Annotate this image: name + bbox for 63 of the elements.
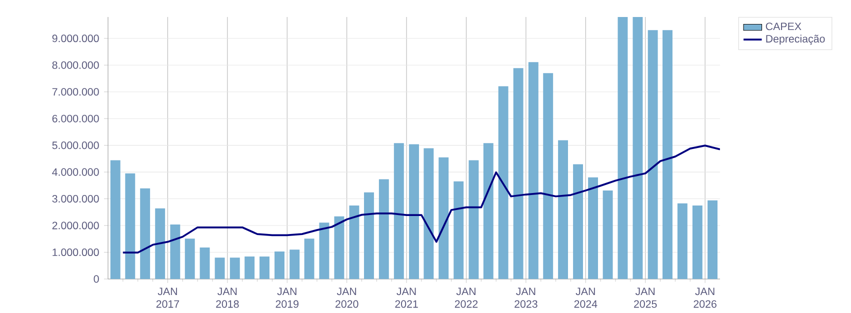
y-tick-label: 5.000.000	[52, 142, 99, 150]
bar	[290, 250, 300, 279]
bar	[602, 190, 613, 279]
x-tick-label: JAN 2022	[454, 288, 478, 308]
bar	[483, 143, 494, 279]
bar	[184, 238, 195, 279]
bar	[662, 30, 672, 279]
y-tick-label: 6.000.000	[52, 114, 99, 122]
bar	[319, 222, 330, 279]
bar	[214, 258, 225, 279]
y-tick-label: 1.000.000	[52, 248, 99, 256]
bar	[588, 177, 598, 279]
bar	[468, 160, 479, 279]
x-tick-label: JAN 2017	[156, 288, 180, 308]
bar	[378, 179, 389, 279]
bar	[498, 86, 508, 279]
x-tick-label: JAN 2025	[634, 288, 657, 308]
legend-label: Depreciação	[766, 34, 825, 45]
bar	[618, 17, 628, 279]
bar	[274, 251, 284, 279]
bar	[110, 160, 120, 279]
x-tick-label: JAN 2026	[694, 288, 716, 308]
x-tick-label: JAN 2021	[395, 288, 418, 308]
bar	[409, 144, 419, 279]
bar	[200, 247, 210, 279]
bar	[170, 224, 180, 279]
bar	[513, 68, 524, 279]
bar	[708, 200, 718, 279]
bar	[424, 148, 434, 279]
bar	[260, 256, 270, 279]
bar	[648, 30, 658, 279]
bar	[438, 157, 449, 279]
bar	[677, 203, 688, 279]
bar	[394, 143, 404, 279]
y-tick-label: 7.000.000	[52, 88, 99, 96]
bar	[334, 216, 344, 279]
bar	[349, 205, 360, 279]
x-tick-label: JAN 2024	[574, 288, 598, 308]
bar	[125, 173, 136, 279]
bar	[454, 181, 464, 279]
bar	[543, 73, 554, 279]
y-tick-label: 3.000.000	[52, 195, 99, 203]
bar	[155, 208, 166, 279]
bar	[140, 188, 150, 279]
y-tick-label: 8.000.000	[52, 61, 99, 69]
y-tick-label: 4.000.000	[52, 168, 99, 176]
bar	[692, 205, 702, 279]
x-tick-label: JAN 2023	[514, 288, 538, 308]
y-tick-label: 0	[94, 275, 99, 283]
bar	[632, 17, 643, 279]
y-tick-label: 2.000.000	[52, 222, 99, 230]
x-tick-label: JAN 2018	[216, 288, 239, 308]
legend-label: CAPEX	[766, 22, 802, 30]
bar	[573, 164, 584, 279]
bar	[244, 256, 255, 279]
bar	[558, 140, 568, 279]
bar	[528, 62, 538, 279]
x-tick-label: JAN 2020	[336, 288, 358, 308]
bar	[230, 258, 240, 279]
bar	[364, 192, 374, 279]
bar	[304, 238, 314, 279]
x-tick-label: JAN 2019	[276, 288, 298, 308]
y-tick-label: 9.000.000	[52, 34, 99, 42]
